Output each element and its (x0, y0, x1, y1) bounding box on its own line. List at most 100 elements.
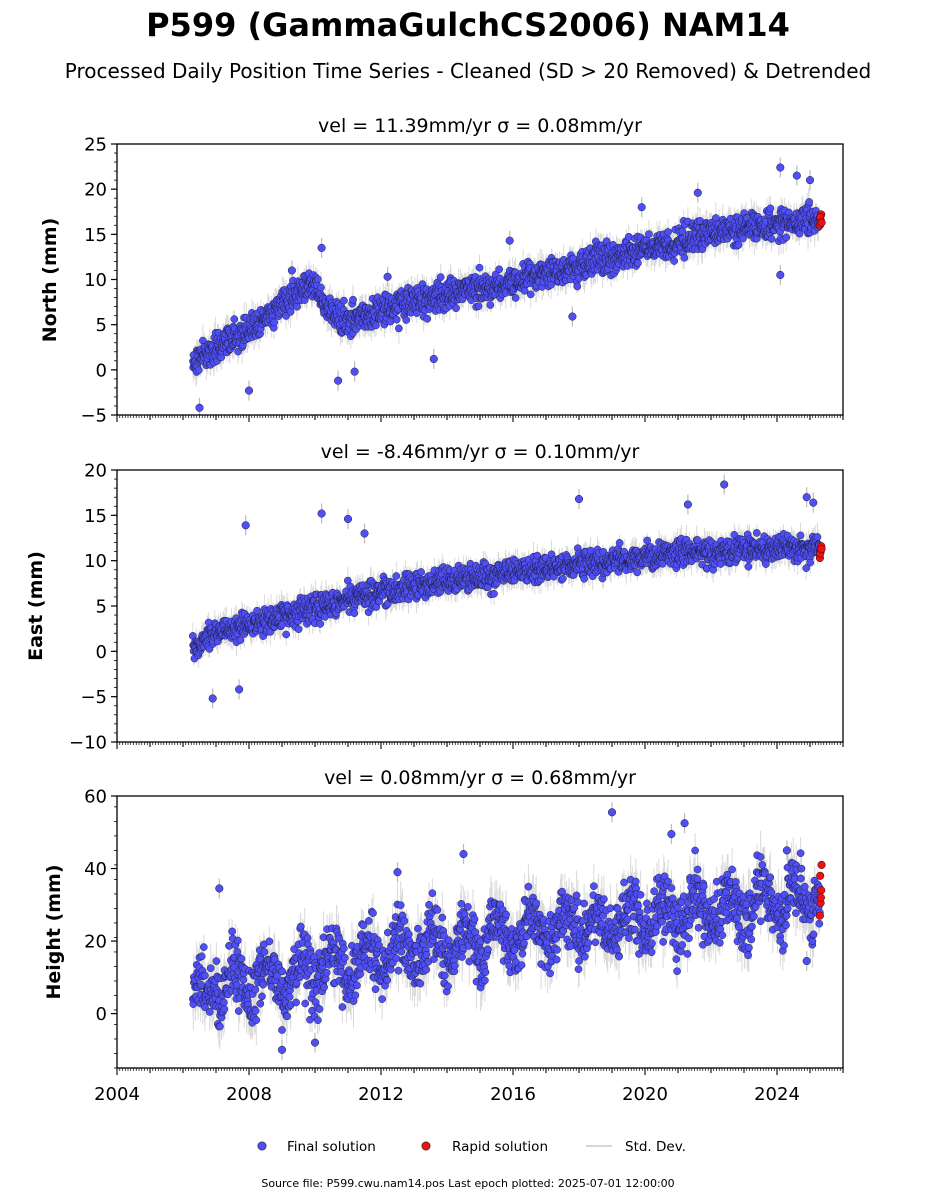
outlier-point (574, 494, 584, 504)
final-solution-point (278, 620, 287, 629)
final-solution-point (422, 965, 431, 974)
rapid-solution-point (817, 544, 826, 553)
final-solution-point (677, 947, 685, 956)
final-solution-point (584, 939, 593, 947)
final-solution-point (474, 302, 483, 311)
final-solution-point (278, 1026, 286, 1034)
outlier-point (244, 386, 254, 395)
final-solution-point (404, 930, 413, 939)
final-solution-points (189, 808, 826, 1054)
final-solution-point (234, 1007, 243, 1015)
final-solution-point (678, 941, 687, 949)
final-solution-point (320, 983, 328, 992)
final-solution-point (699, 882, 708, 891)
final-solution-point (458, 953, 466, 961)
final-solution-point (648, 939, 656, 948)
final-solution-point (573, 282, 582, 291)
final-solution-point (524, 882, 533, 891)
final-solution-point (285, 993, 294, 1001)
final-solution-point (782, 233, 791, 242)
final-solution-point (314, 1016, 322, 1025)
final-solution-point (400, 917, 409, 925)
final-solution-point (580, 899, 588, 908)
final-solution-point (511, 294, 520, 302)
final-solution-point (205, 1008, 214, 1016)
final-solution-point (212, 957, 221, 965)
final-solution-point (228, 927, 236, 936)
final-solution-point (364, 917, 373, 925)
final-solution-point (392, 572, 401, 580)
outlier-point (235, 685, 244, 694)
outlier-point (802, 493, 811, 502)
final-solution-point (422, 950, 431, 959)
final-solution-point (495, 265, 504, 274)
final-solution-point (265, 937, 274, 946)
final-solution-point (258, 992, 266, 1001)
plot-frame (116, 469, 844, 743)
final-solution-point (693, 865, 702, 874)
outlier-point (195, 403, 204, 412)
y-tick-label: −10 (69, 733, 107, 754)
y-tick-label: −5 (80, 406, 107, 427)
final-solution-point (683, 950, 692, 958)
final-solution-point (270, 318, 279, 327)
final-solution-point (440, 971, 449, 980)
final-solution-point (685, 934, 693, 943)
final-solution-point (303, 934, 312, 942)
final-solution-point (634, 901, 642, 910)
y-tick-label: 15 (84, 225, 107, 246)
final-solution-point (372, 321, 380, 330)
final-solution-point (580, 574, 589, 583)
final-solution-point (230, 315, 239, 323)
final-solution-point (282, 630, 291, 639)
y-tick-label: −5 (80, 687, 107, 708)
final-solution-point (598, 919, 606, 928)
final-solution-point (486, 301, 495, 309)
final-solution-point (317, 283, 325, 292)
final-solution-point (301, 999, 310, 1008)
y-tick-label: 0 (96, 360, 107, 381)
outlier-point (334, 376, 343, 385)
final-solution-point (197, 952, 206, 961)
outlier-point (383, 272, 392, 281)
final-solution-point (428, 889, 437, 898)
outlier-point (317, 509, 326, 518)
final-solution-point (631, 925, 639, 934)
rapid-solution-point (817, 218, 826, 227)
y-tick-label: 20 (84, 461, 107, 482)
final-solution-point (369, 909, 377, 917)
final-solution-point (762, 560, 770, 568)
final-solution-point (383, 928, 392, 937)
final-solution-point (672, 955, 681, 963)
final-solution-point (293, 302, 301, 311)
final-solution-point (450, 961, 459, 970)
outlier-point (776, 270, 785, 280)
final-solution-point (470, 915, 479, 923)
final-solution-point (233, 936, 242, 945)
final-solution-point (739, 234, 747, 243)
final-solution-point (260, 948, 269, 956)
final-solution-point (199, 943, 208, 951)
final-solution-point (423, 314, 432, 323)
final-solution-point (457, 899, 466, 908)
figure-title: P599 (GammaGulchCS2006) NAM14 (146, 6, 790, 44)
outlier-point (720, 480, 729, 489)
final-solution-point (643, 536, 652, 545)
final-solution-point (631, 877, 640, 886)
y-tick-label: 20 (84, 180, 107, 201)
final-solution-point (425, 900, 433, 909)
final-solution-point (194, 366, 203, 375)
final-solution-point (691, 846, 699, 855)
final-solution-point (353, 981, 361, 990)
outlier-point (805, 176, 815, 185)
final-solution-point (558, 574, 567, 583)
final-solution-point (715, 938, 724, 947)
final-solution-point (316, 620, 325, 628)
final-solution-point (664, 228, 672, 236)
y-tick-label: 15 (84, 506, 107, 527)
final-solution-point (481, 976, 489, 985)
outlier-point (360, 529, 369, 538)
final-solution-point (475, 263, 484, 272)
final-solution-point (553, 945, 561, 954)
